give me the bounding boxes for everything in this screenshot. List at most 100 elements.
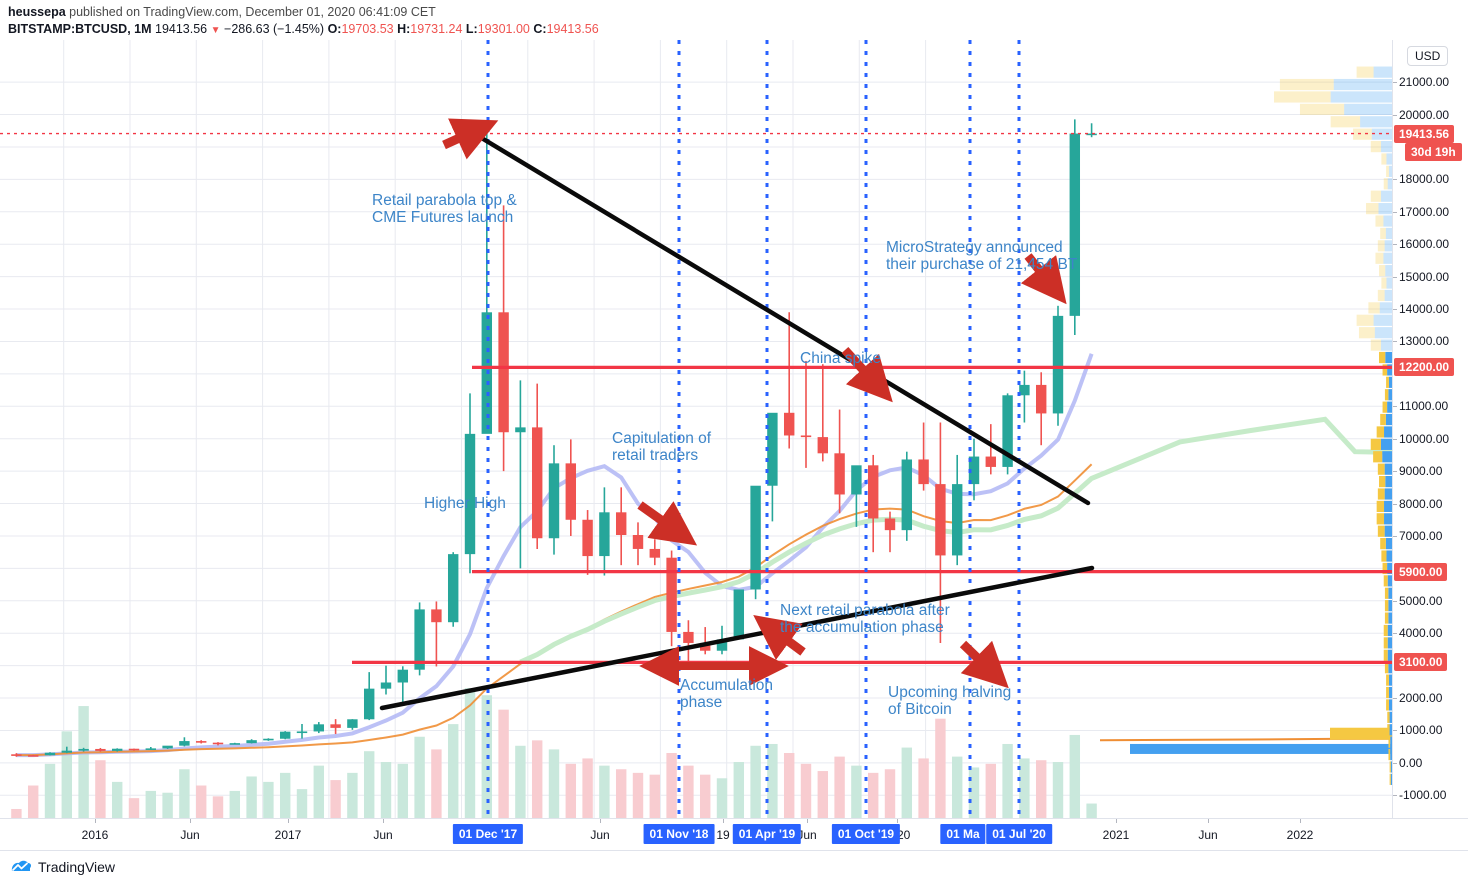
price-tick-mark: [1393, 795, 1397, 797]
time-tick-mark: [383, 819, 384, 823]
volume-profile: [1274, 66, 1392, 785]
annotation-arrows: [442, 118, 1067, 689]
chart-canvas[interactable]: [0, 40, 1392, 818]
vertical-date-markers[interactable]: [486, 40, 1021, 818]
time-tick-label: Jun: [590, 828, 610, 842]
price-tick-label: 7000.00: [1393, 529, 1442, 543]
time-tick-mark: [1116, 819, 1117, 823]
price-tick-mark: [1393, 276, 1397, 278]
level-price-badge[interactable]: 12200.00: [1394, 358, 1455, 377]
tradingview-logo-icon: [11, 860, 32, 871]
time-marker-label[interactable]: 01 Jul '20: [986, 824, 1052, 844]
close-label: C:: [533, 22, 547, 36]
price-tick-mark: [1393, 633, 1397, 635]
time-tick-mark: [807, 819, 808, 823]
price-tick-label: 18000.00: [1393, 172, 1449, 186]
symbol-label[interactable]: BITSTAMP:BTCUSD, 1M: [8, 22, 152, 36]
grid-lines: [0, 40, 1392, 818]
price-axis[interactable]: USD 21000.00 20000.00 18000.00 17000.00 1600…: [1392, 40, 1468, 818]
price-tick-mark: [1393, 179, 1397, 181]
tradingview-brand-label: TradingView: [38, 859, 116, 875]
time-tick-label: 2017: [274, 828, 302, 842]
time-axis[interactable]: 2016Jun2017JunJun19Jun20202021Jun202201 …: [0, 818, 1468, 850]
time-tick-mark: [190, 819, 191, 823]
header-publish-line: heussepa published on TradingView.com, D…: [8, 4, 1460, 21]
price-tick-mark: [1393, 762, 1397, 764]
close-value: 19413.56: [546, 22, 599, 36]
price-tick-mark: [1393, 114, 1397, 116]
time-tick-label: 2016: [81, 828, 109, 842]
time-tick-label: Jun: [180, 828, 200, 842]
price-tick-mark: [1393, 309, 1397, 311]
low-label: L:: [465, 22, 478, 36]
level-price-badge[interactable]: 3100.00: [1394, 653, 1448, 672]
currency-chip[interactable]: USD: [1407, 46, 1449, 66]
price-tick-mark: [1393, 535, 1397, 537]
price-tick-label: -1000.00: [1393, 788, 1446, 802]
price-tick-label: 9000.00: [1393, 464, 1442, 478]
price-tick-label: 2000.00: [1393, 691, 1442, 705]
high-value: 19731.24: [410, 22, 463, 36]
price-tick-mark: [1393, 82, 1397, 84]
header-quote-line: BITSTAMP:BTCUSD, 1M 19413.56 ▼ −286.63 (…: [8, 21, 1460, 39]
moving-average-lines: [16, 353, 1392, 758]
open-value: 19703.53: [341, 22, 394, 36]
horizontal-level-lines[interactable]: [0, 132, 1392, 665]
price-tick-label: 5000.00: [1393, 594, 1442, 608]
price-change: −286.63 (−1.45%): [224, 22, 325, 36]
price-tick-label: 15000.00: [1393, 270, 1449, 284]
price-tick-mark: [1393, 438, 1397, 440]
open-label: O:: [327, 22, 342, 36]
author-name: heussepa: [8, 5, 66, 19]
time-tick-label: Jun: [373, 828, 393, 842]
last-price: 19413.56: [155, 22, 208, 36]
time-tick-mark: [723, 819, 724, 823]
time-tick-label: 19: [716, 828, 730, 842]
high-label: H:: [397, 22, 411, 36]
volume-bars: [11, 688, 1097, 818]
time-tick-mark: [288, 819, 289, 823]
price-tick-label: 13000.00: [1393, 334, 1449, 348]
price-tick-label: 11000.00: [1393, 399, 1448, 413]
publish-info: published on TradingView.com, December 0…: [69, 5, 436, 19]
time-marker-label[interactable]: 01 Nov '18: [643, 824, 715, 844]
price-chart-area[interactable]: Retail parabola top & CME Futures launch…: [0, 40, 1392, 818]
price-tick-label: 14000.00: [1393, 302, 1449, 316]
price-tick-label: 4000.00: [1393, 626, 1442, 640]
price-tick-label: 17000.00: [1393, 205, 1449, 219]
price-tick-mark: [1393, 406, 1397, 408]
time-tick-mark: [95, 819, 96, 823]
trend-lines[interactable]: [379, 125, 1095, 711]
price-tick-mark: [1393, 244, 1397, 246]
time-tick-label: 2021: [1102, 828, 1130, 842]
bar-countdown-badge: 30d 19h: [1405, 142, 1462, 161]
price-tick-label: 20000.00: [1393, 108, 1449, 122]
price-tick-mark: [1393, 211, 1397, 213]
time-marker-label[interactable]: 01 Ma: [940, 824, 986, 844]
change-direction-icon: ▼: [210, 25, 221, 36]
price-tick-mark: [1393, 698, 1397, 700]
time-tick-label: Jun: [797, 828, 817, 842]
footer-bar: TradingView: [0, 850, 1468, 883]
chart-header: heussepa published on TradingView.com, D…: [0, 0, 1468, 40]
time-marker-label[interactable]: 01 Apr '19: [732, 824, 802, 844]
price-tick-label: 8000.00: [1393, 497, 1442, 511]
price-tick-label: 10000.00: [1393, 432, 1449, 446]
time-tick-mark: [897, 819, 898, 823]
level-price-badge[interactable]: 5900.00: [1394, 562, 1448, 581]
current-price-badge[interactable]: 19413.56: [1394, 124, 1455, 143]
time-marker-label[interactable]: 01 Dec '17: [452, 824, 524, 844]
price-tick-mark: [1393, 503, 1397, 505]
price-tick-label: 21000.00: [1393, 75, 1449, 89]
time-tick-mark: [1208, 819, 1209, 823]
price-tick-label: 0.00: [1393, 756, 1422, 770]
price-tick-mark: [1393, 471, 1397, 473]
time-marker-label[interactable]: 01 Oct '19: [831, 824, 901, 844]
price-tick-label: 1000.00: [1393, 723, 1442, 737]
time-tick-mark: [1300, 819, 1301, 823]
price-tick-mark: [1393, 341, 1397, 343]
time-tick-mark: [600, 819, 601, 823]
low-value: 19301.00: [477, 22, 530, 36]
candlestick-series[interactable]: [11, 119, 1097, 757]
